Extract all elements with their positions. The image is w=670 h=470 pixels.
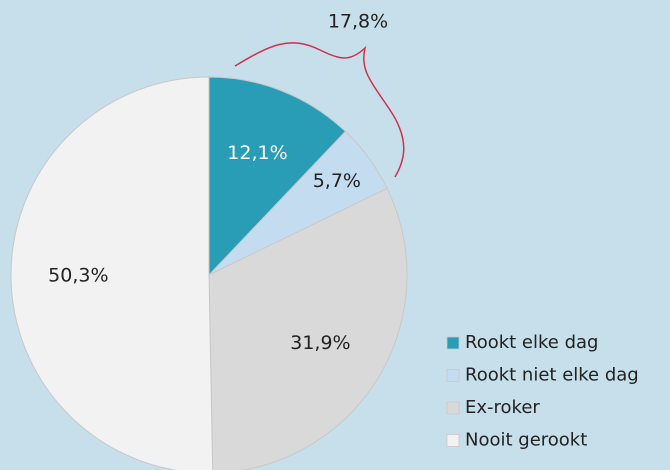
legend-swatch (446, 369, 460, 382)
brace (234, 42, 405, 178)
legend-swatch (446, 401, 460, 415)
legend-swatch (446, 336, 460, 350)
legend-label: Rookt elke dag (465, 332, 598, 353)
value-label: 12,1% (227, 142, 287, 164)
legend-label: Rookt niet elke dag (465, 365, 639, 386)
legend-label: Nooit gerookt (465, 430, 587, 451)
pie-slice (208, 76, 347, 277)
annotation: 17,8% (328, 11, 388, 33)
value-label: 50,3% (48, 265, 108, 287)
legend-swatch (446, 434, 460, 447)
pie-slice (10, 76, 214, 470)
pie-slice (208, 187, 408, 470)
value-label: 5,7% (313, 170, 361, 192)
value-label: 31,9% (290, 332, 350, 354)
legend-label: Ex-roker (465, 397, 540, 418)
